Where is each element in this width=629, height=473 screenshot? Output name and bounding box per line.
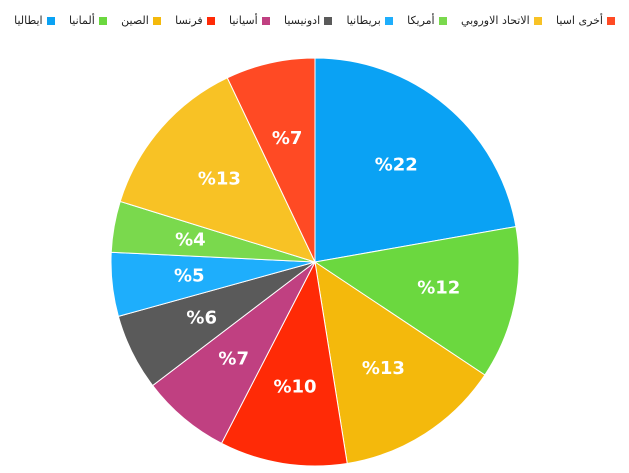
slice-value-label: %7 <box>272 128 303 149</box>
legend-swatch <box>607 17 615 25</box>
legend-swatch <box>438 17 447 25</box>
legend-label: ايطاليا <box>14 14 43 27</box>
slice-value-label: %22 <box>375 155 418 176</box>
slice-value-label: %4 <box>175 230 206 251</box>
pie-slice <box>314 57 517 263</box>
legend: ايطاليا ألمانيا الصين فرنسا أسيانيا ادونيسيا ب… <box>14 10 615 32</box>
slice-value-label: %6 <box>186 308 217 329</box>
legend-label: أمريكا <box>407 14 435 27</box>
legend-swatch <box>152 17 161 25</box>
legend-label: أخرى اسيا <box>556 14 603 27</box>
legend-swatch <box>46 17 55 25</box>
slice-value-label: %5 <box>174 266 205 287</box>
legend-item: أسيانيا <box>229 15 270 27</box>
pie-slice <box>314 260 486 465</box>
legend-item: الاتحاد الاوروبي <box>461 15 542 27</box>
legend-label: ألمانيا <box>68 14 95 27</box>
legend-swatch <box>98 17 107 25</box>
slice-value-label: %13 <box>362 358 405 379</box>
pie-slice <box>220 260 348 467</box>
legend-label: الاتحاد الاوروبي <box>460 14 530 27</box>
slice-value-label: %13 <box>198 169 241 190</box>
legend-swatch <box>384 17 393 25</box>
legend-item: فرنسا <box>175 15 215 27</box>
legend-item: ألمانيا <box>69 15 107 27</box>
legend-item: ايطاليا <box>14 15 55 27</box>
legend-label: ادونيسيا <box>284 14 321 27</box>
legend-item: أمريكا <box>407 15 447 27</box>
legend-item: أخرى اسيا <box>556 15 615 27</box>
pie-slice <box>119 77 316 263</box>
legend-swatch <box>324 17 333 25</box>
legend-item: ادونيسيا <box>284 14 333 27</box>
slice-value-label: %10 <box>273 376 316 397</box>
legend-label: أسيانيا <box>228 14 258 27</box>
legend-label: فرنسا <box>175 14 203 27</box>
pie-slice <box>226 57 316 263</box>
pie-slice <box>313 226 520 376</box>
slice-value-label: %7 <box>218 348 249 369</box>
legend-swatch <box>533 17 542 25</box>
legend-label: الصين <box>121 14 149 27</box>
legend-swatch <box>261 17 270 25</box>
slice-value-label: %12 <box>417 277 460 298</box>
legend-item: بريطانيا <box>346 14 393 27</box>
legend-swatch <box>206 17 215 25</box>
legend-label: بريطانيا <box>346 14 381 27</box>
legend-item: الصين <box>121 15 161 27</box>
